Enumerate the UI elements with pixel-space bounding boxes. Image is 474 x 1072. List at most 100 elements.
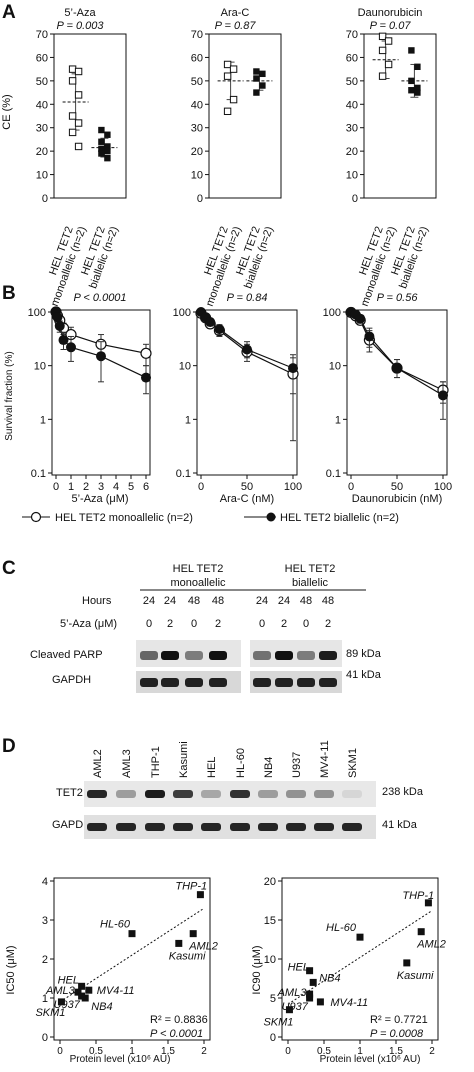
y-tick-label: 20 — [346, 146, 358, 158]
y-tick-label: 3 — [42, 915, 48, 927]
x-tick-label: 100 — [434, 481, 452, 493]
x-tick-labels: 0 0.5 1 1.5 2 — [285, 1046, 435, 1057]
blot-band-tet2 — [87, 790, 107, 798]
data-point-filled-square — [98, 150, 105, 157]
panel-label-d: D — [2, 736, 16, 757]
data-point-filled-square — [285, 1006, 293, 1014]
y-tick-label: 0.1 — [31, 468, 46, 480]
cell-line-label: SKM1 — [347, 748, 359, 778]
blot-band-gapdh — [319, 678, 337, 687]
y-tick-label: 10 — [179, 361, 191, 373]
x-axis-label: Protein level (x10⁶ AU) — [70, 1054, 171, 1065]
x-tick-label: 2 — [83, 481, 89, 493]
c-row-label-parp: Cleaved PARP — [30, 649, 103, 661]
blot-band-gapdh — [342, 823, 362, 831]
y-tick-label: 100 — [28, 307, 46, 319]
data-point-open-square — [74, 119, 83, 127]
y-tick-labels: 0 10 20 30 40 50 60 70 — [36, 29, 48, 205]
y-tick-label: 10 — [34, 361, 46, 373]
data-point-filled-circle — [141, 372, 151, 383]
d-row-label-tet2: TET2 — [56, 787, 83, 799]
c-hours-label: Hours — [82, 595, 112, 607]
point-label: HEL — [288, 962, 309, 974]
y-tick-label: 0.1 — [176, 468, 191, 480]
plot-marks — [360, 32, 437, 199]
cell-line-label: MV4-11 — [319, 740, 331, 778]
p-text: P < 0.0001 — [150, 1028, 203, 1040]
data-point-filled-square — [414, 84, 421, 92]
y-tick-label: 20 — [36, 146, 48, 158]
legend-filled-circle-icon — [266, 512, 276, 522]
cell-line-label: NB4 — [263, 757, 275, 778]
y-tick-label: 70 — [346, 29, 358, 41]
c-group2-line1: HEL TET2 — [285, 563, 336, 575]
data-point-open-square — [378, 32, 387, 41]
y-tick-label: 0.1 — [326, 468, 341, 480]
y-axis-label: IC50 (μM) — [5, 945, 17, 994]
x-tick-label: 1.5 — [161, 1046, 175, 1057]
cell-line-label: U937 — [291, 752, 303, 778]
data-point-filled-square — [316, 998, 324, 1006]
c-row-label-gapdh: GAPDH — [52, 674, 91, 686]
aza-value: 2 — [167, 618, 173, 630]
blot-band-gapdh — [286, 823, 306, 831]
blot-band-parp — [140, 651, 158, 660]
data-point-filled-square — [98, 126, 105, 134]
aza-value: 0 — [191, 618, 197, 630]
plot-frame — [346, 309, 448, 476]
y-tick-label: 2 — [42, 954, 48, 966]
series-line — [350, 311, 444, 396]
data-point-filled-circle — [52, 312, 63, 323]
y-tick-label: 20 — [191, 146, 203, 158]
y-tick-labels: 0 10 20 30 40 50 60 70 — [191, 29, 203, 205]
blot-band-gapdh — [87, 823, 107, 831]
c-hours-values: 24 24 48 48 24 24 48 48 — [143, 595, 334, 607]
data-point-filled-square — [196, 891, 204, 899]
data-point-filled-square — [403, 959, 411, 967]
y-tick-label: 50 — [191, 76, 203, 88]
plot-marks: THP-1HL-60AML2KasumiHELMV4-11AML3NB4U937… — [35, 877, 218, 1044]
d-size-gapdh: 41 kDa — [382, 819, 418, 831]
data-point-open-square — [229, 95, 238, 104]
cell-line-label: HL-60 — [235, 748, 247, 778]
data-point-filled-square — [253, 89, 260, 96]
data-point-filled-square — [306, 994, 314, 1002]
r2-text: R² = 0.7721 — [370, 1014, 428, 1026]
aza-value: 0 — [303, 618, 309, 630]
x-tick-label: 1 — [68, 481, 74, 493]
blot-band-gapdh — [275, 678, 293, 687]
x-tick-label: 4 — [113, 481, 119, 493]
data-point-open-square — [223, 107, 232, 116]
y-tick-label: 10 — [346, 170, 358, 182]
x-tick-label: 0.5 — [89, 1046, 103, 1057]
x-tick-label: 50 — [241, 481, 253, 493]
y-tick-label: 10 — [191, 170, 203, 182]
c-aza-values: 0 2 0 2 0 2 0 2 — [146, 618, 331, 630]
data-point-open-square — [384, 60, 393, 69]
data-point-open-square — [378, 46, 387, 55]
data-point-filled-square — [104, 147, 111, 155]
blot-band-gapdh — [161, 678, 179, 687]
point-label: HL-60 — [326, 922, 357, 934]
y-tick-label: 1 — [185, 414, 191, 426]
data-point-filled-circle — [66, 342, 76, 353]
x-tick-label: 2 — [429, 1046, 435, 1057]
point-label: HEL — [58, 974, 79, 986]
data-point-filled-square — [57, 998, 65, 1006]
plot-marks: THP-1 HL-60 AML2 Kasumi HEL NB4 AML3 MV4-11 U937… — [263, 877, 446, 1044]
data-point-open-square — [74, 67, 83, 76]
y-tick-label: 0 — [42, 1032, 48, 1044]
plot-title: Ara-C — [221, 7, 250, 19]
x-tick-label: 50 — [391, 481, 403, 493]
data-point-filled-square — [309, 978, 317, 986]
data-point-filled-square — [104, 131, 111, 138]
y-tick-label: 1 — [42, 993, 48, 1005]
plot-marks — [50, 33, 127, 199]
data-point-filled-square — [408, 87, 415, 94]
plot-pvalue: P = 0.84 — [227, 292, 268, 304]
point-label: Kasumi — [169, 950, 206, 962]
x-tick-label: 3 — [98, 481, 104, 493]
data-point-filled-square — [104, 143, 111, 150]
x-tick-label: 100 — [284, 481, 302, 493]
c-group1-line2: monoallelic — [170, 577, 226, 589]
